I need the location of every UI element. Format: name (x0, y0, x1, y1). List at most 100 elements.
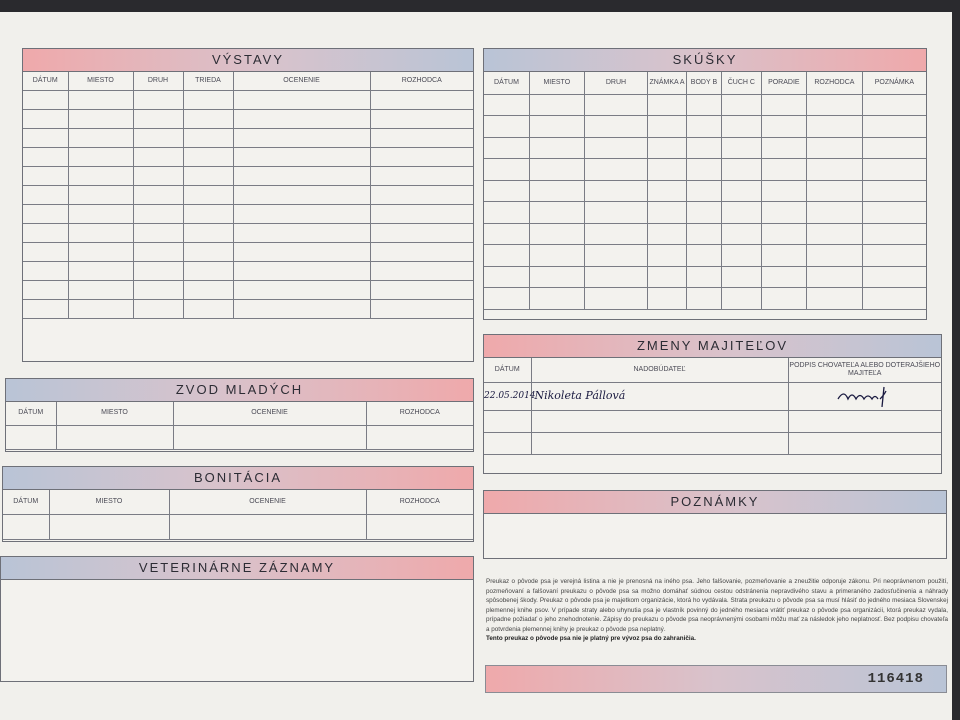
table-cell (721, 136, 762, 159)
table-cell (529, 287, 585, 310)
table-row (23, 89, 473, 110)
table-cell (182, 298, 234, 319)
legal-notice-bold: Tento preukaz o pôvode psa nie je platný… (486, 635, 696, 642)
table-row (23, 222, 473, 243)
table-cell (132, 165, 184, 186)
column-header: OCENENIE (232, 72, 371, 91)
vystavy-table: DÁTUM MIESTO DRUH TRIEDA OCENENIE ROZHODCA (23, 72, 473, 319)
table-cell (67, 260, 134, 281)
table-cell (232, 89, 371, 110)
table-cell (67, 222, 134, 243)
table-cell (647, 115, 687, 138)
table-cell (721, 179, 762, 202)
table-cell (861, 265, 926, 288)
table-cell (23, 260, 69, 281)
table-row (3, 513, 473, 540)
column-header: TRIEDA (182, 72, 234, 91)
table-cell (583, 136, 649, 159)
table-cell (806, 201, 863, 224)
table-cell (182, 279, 234, 300)
column-header: OCENENIE (168, 490, 367, 515)
table-cell (685, 158, 723, 181)
table-cell (369, 298, 473, 319)
bonitacia-table: DÁTUM MIESTO OCENENIE ROZHODCA (3, 490, 473, 540)
table-cell (529, 158, 585, 181)
table-cell (23, 279, 69, 300)
table-cell (369, 89, 473, 110)
table-cell (484, 222, 530, 245)
table-cell (23, 89, 69, 110)
table-row (484, 201, 926, 224)
section-bonitacia: BONITÁCIA DÁTUM MIESTO OCENENIE ROZHODCA (2, 466, 474, 542)
table-cell (232, 260, 371, 281)
table-cell (369, 165, 473, 186)
section-zmeny-majitelov: ZMENY MAJITEĽOV DÁTUM NADOBÚDATEĽ PODPIS… (483, 334, 942, 474)
table-cell (647, 265, 687, 288)
table-cell (369, 222, 473, 243)
section-title: ZMENY MAJITEĽOV (484, 335, 941, 358)
table-cell (721, 244, 762, 267)
table-cell (67, 184, 134, 205)
table-cell (182, 203, 234, 224)
table-cell (721, 201, 762, 224)
table-cell (132, 127, 184, 148)
table-cell (369, 184, 473, 205)
table-cell (67, 298, 134, 319)
section-title: POZNÁMKY (484, 491, 946, 514)
entry-signature (787, 381, 941, 411)
serial-number-bar: 116418 (485, 665, 947, 693)
table-cell (132, 279, 184, 300)
table-cell (67, 127, 134, 148)
table-cell (861, 244, 926, 267)
table-row (23, 146, 473, 167)
table-cell (484, 265, 530, 288)
table-cell (685, 265, 723, 288)
table-cell (583, 265, 649, 288)
table-cell (132, 260, 184, 281)
column-header: ROZHODCA (806, 72, 863, 95)
table-cell (365, 424, 473, 450)
table-cell (806, 93, 863, 116)
table-cell (583, 179, 649, 202)
column-header: DÁTUM (23, 72, 69, 91)
table-cell (23, 108, 69, 129)
table-cell (182, 165, 234, 186)
table-row (23, 184, 473, 205)
table-cell (23, 203, 69, 224)
table-row (484, 287, 926, 310)
zvod-table: DÁTUM MIESTO OCENENIE ROZHODCA (6, 402, 473, 450)
table-cell (369, 279, 473, 300)
section-skusky: SKÚŠKY DÁTUM MIESTO DRUH ZNÁMKA A BODY B ČUCH… (483, 48, 927, 320)
table-cell (685, 136, 723, 159)
section-veterinarne-zaznamy: VETERINÁRNE ZÁZNAMY (0, 556, 474, 682)
table-cell (647, 201, 687, 224)
table-cell (232, 108, 371, 129)
table-cell (67, 108, 134, 129)
table-cell (232, 127, 371, 148)
table-cell (583, 93, 649, 116)
table-cell (685, 201, 723, 224)
table-cell (806, 158, 863, 181)
table-cell (484, 179, 530, 202)
table-row (484, 222, 926, 245)
table-cell (484, 136, 530, 159)
table-cell (806, 115, 863, 138)
table-cell (182, 127, 234, 148)
table-cell (647, 222, 687, 245)
table-cell (182, 260, 234, 281)
table-cell (369, 260, 473, 281)
table-cell (806, 222, 863, 245)
table-cell (760, 179, 808, 202)
table-cell (583, 158, 649, 181)
table-cell (647, 93, 687, 116)
table-cell (806, 136, 863, 159)
section-title: ZVOD MLADÝCH (6, 379, 473, 402)
table-cell (529, 265, 585, 288)
table-cell (67, 146, 134, 167)
column-header: DÁTUM (484, 72, 530, 95)
table-cell (182, 241, 234, 262)
column-header: ROZHODCA (369, 72, 473, 91)
table-cell (529, 93, 585, 116)
table-cell (861, 201, 926, 224)
table-cell (583, 222, 649, 245)
